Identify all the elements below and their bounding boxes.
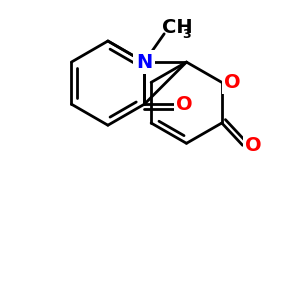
Text: O: O — [224, 73, 241, 92]
Text: 3: 3 — [182, 28, 191, 41]
Text: O: O — [176, 95, 192, 114]
Text: O: O — [245, 136, 262, 155]
Text: N: N — [136, 52, 152, 72]
Text: CH: CH — [162, 18, 192, 37]
